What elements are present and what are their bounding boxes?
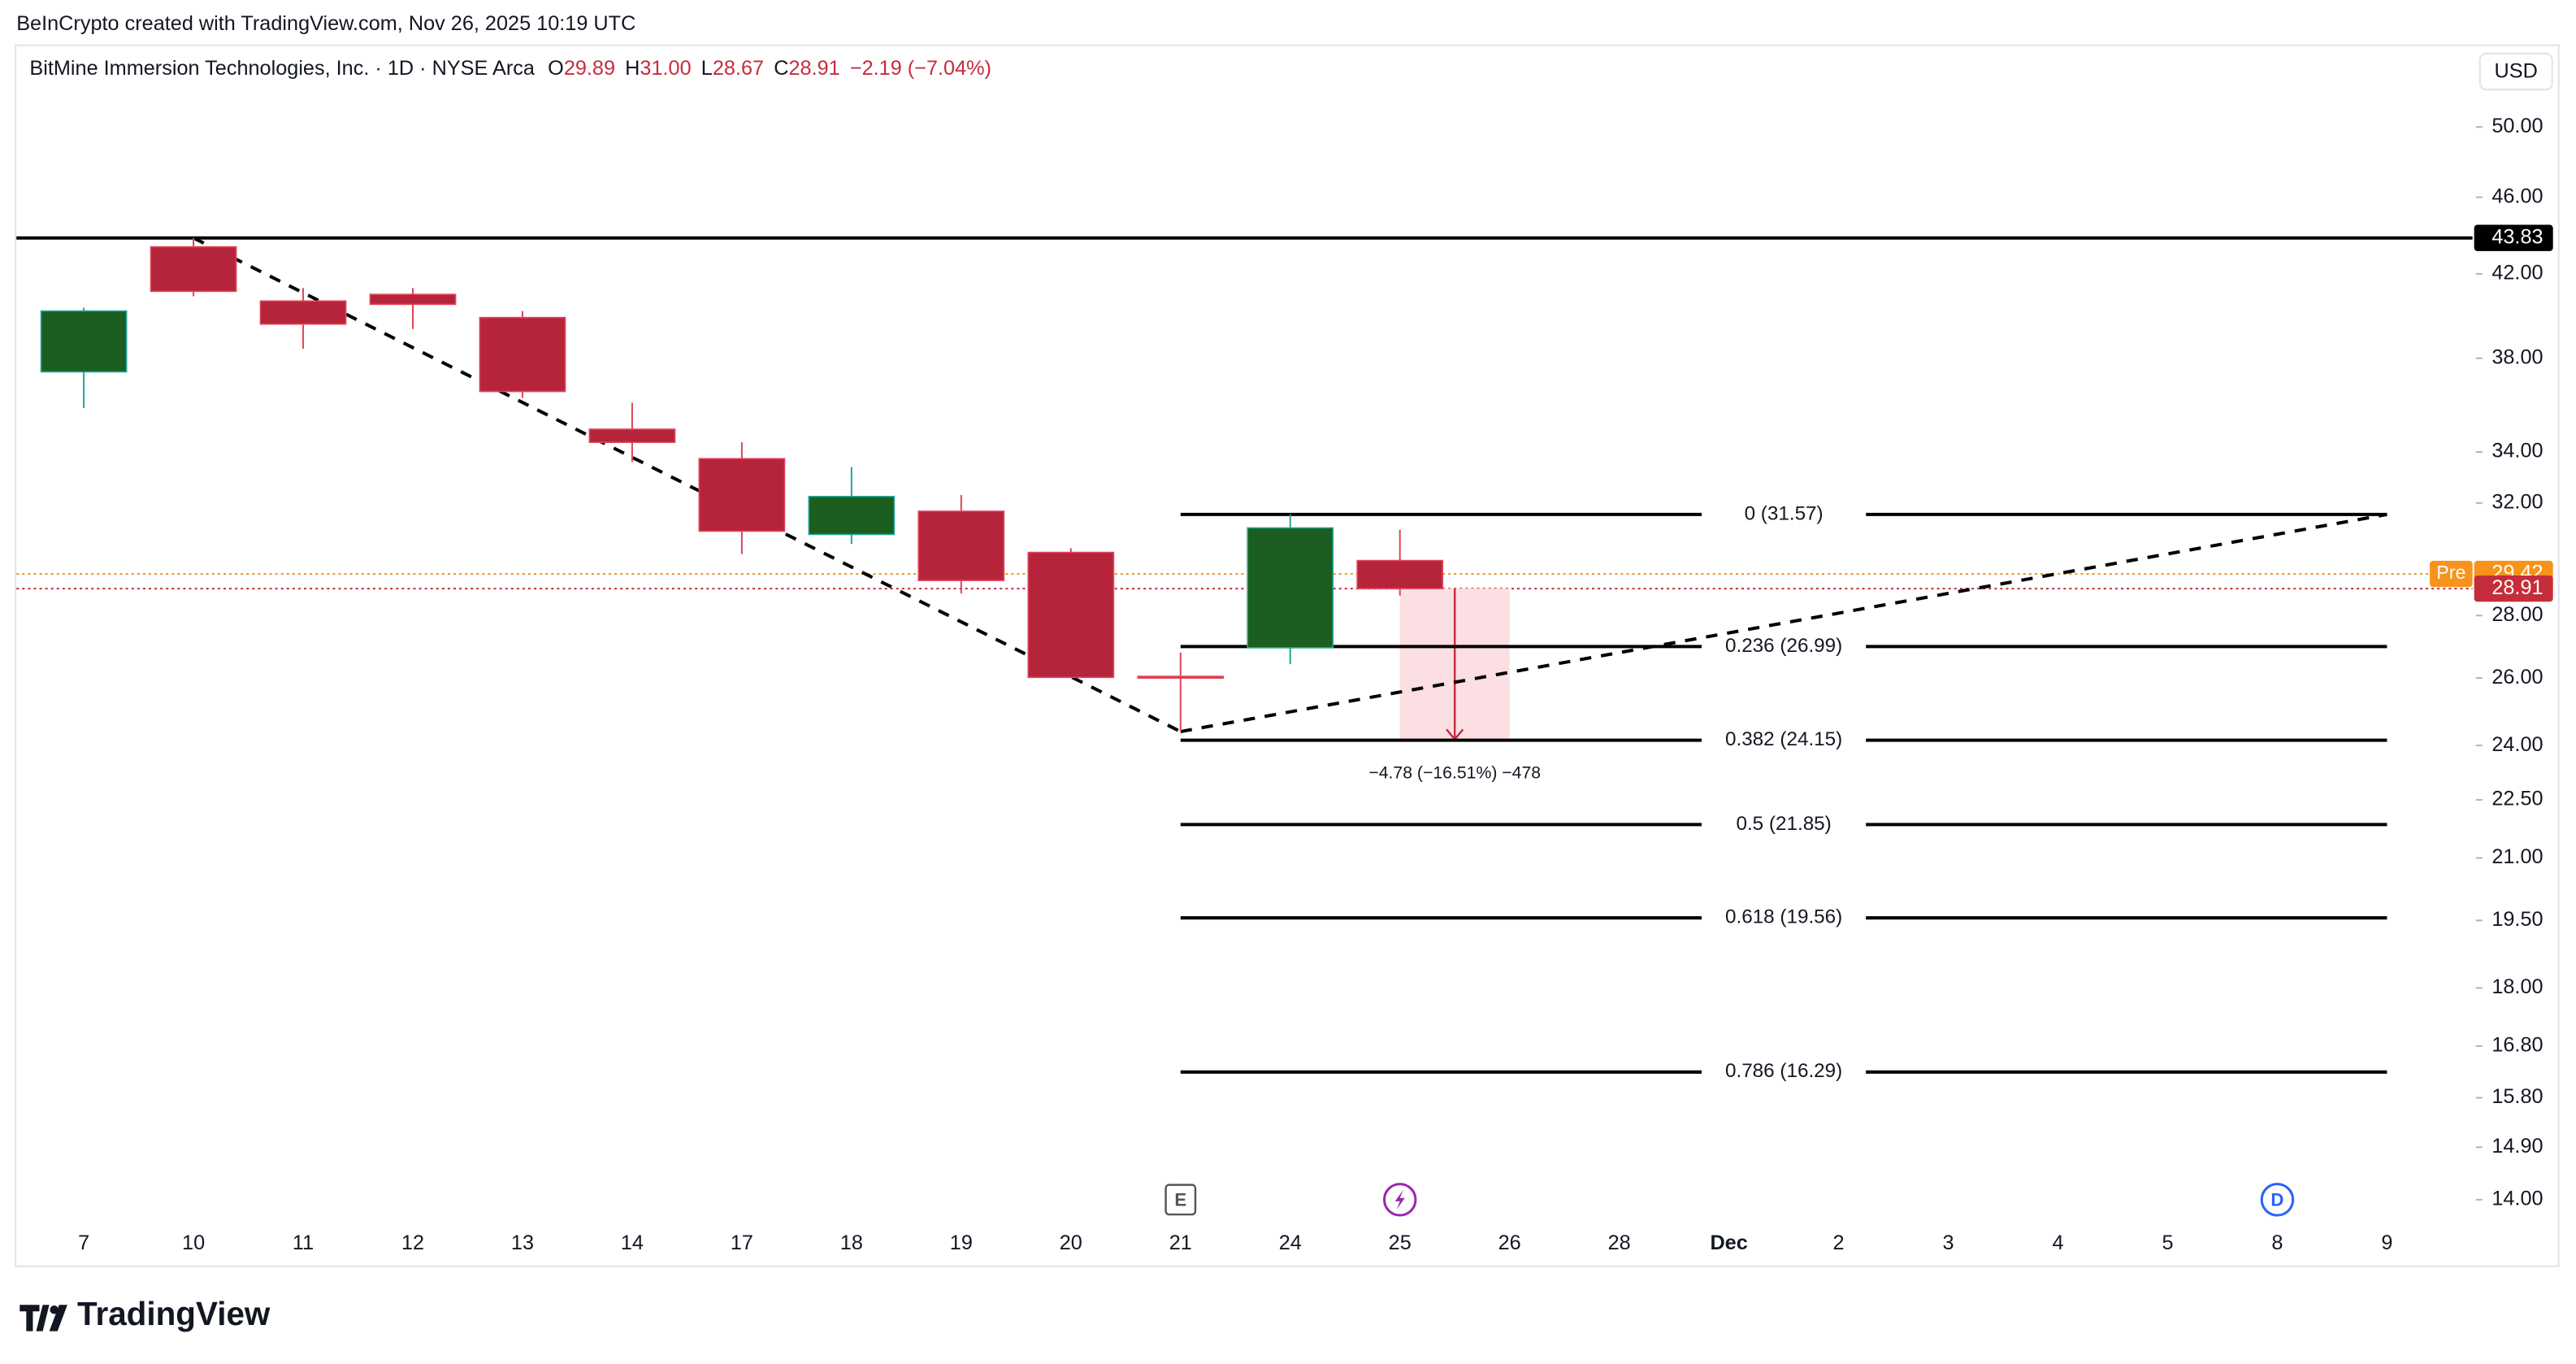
legend-value: 28.67 xyxy=(713,57,764,80)
event-icon xyxy=(1164,1184,1197,1216)
candle-body xyxy=(259,300,347,325)
x-tick-label: 2 xyxy=(1833,1232,1845,1254)
y-tick-label: 24.00 xyxy=(2491,733,2543,756)
y-tick-label: 32.00 xyxy=(2491,491,2543,514)
legend-key: O xyxy=(548,57,564,80)
candle-body xyxy=(808,495,896,536)
legend-value: 29.89 xyxy=(564,57,615,80)
candle-body xyxy=(1356,559,1444,589)
pane-border xyxy=(15,44,2560,1267)
event-label: D xyxy=(2270,1190,2283,1210)
candle-body xyxy=(698,458,786,532)
price-tag-label: 43.83 xyxy=(2491,225,2543,248)
y-tick-label: 18.00 xyxy=(2491,975,2543,998)
legend-change: −2.19 (−7.04%) xyxy=(850,57,991,80)
price-tag-name-box xyxy=(2430,560,2473,588)
x-tick-label: 7 xyxy=(78,1232,89,1254)
fib-label: 0.5 (21.85) xyxy=(1736,813,1831,835)
x-tick-label: 14 xyxy=(621,1232,644,1254)
x-tick-label: 10 xyxy=(182,1232,205,1254)
price-tag-name: Pre xyxy=(2436,562,2465,583)
legend-value: 28.91 xyxy=(788,57,839,80)
candle-body xyxy=(1027,551,1115,679)
y-tick-label: 38.00 xyxy=(2491,345,2543,368)
event-icon xyxy=(1394,1189,1405,1210)
x-tick-label: 4 xyxy=(2052,1232,2063,1254)
x-tick-label: 13 xyxy=(511,1232,534,1254)
y-tick-label: 19.50 xyxy=(2491,908,2543,931)
currency-label[interactable]: USD xyxy=(2495,60,2538,83)
y-tick-label: 50.00 xyxy=(2491,115,2543,137)
candle-body xyxy=(369,293,457,306)
y-tick-label: 46.00 xyxy=(2491,185,2543,207)
logo-dot xyxy=(50,1305,59,1314)
candle-body xyxy=(40,310,128,373)
y-tick-label: 21.00 xyxy=(2491,845,2543,868)
x-tick-label: 12 xyxy=(401,1232,424,1254)
x-tick-label: 26 xyxy=(1498,1232,1521,1254)
price-tag-label: 28.91 xyxy=(2491,576,2543,599)
legend-key: L xyxy=(701,57,713,80)
fib-label: 0 (31.57) xyxy=(1745,502,1824,524)
price-tag xyxy=(2474,575,2553,602)
brand-logo: TradingView xyxy=(20,1295,271,1332)
x-tick-label: 3 xyxy=(1943,1232,1954,1254)
event-icon xyxy=(2260,1183,2295,1217)
legend-key: H xyxy=(625,57,640,80)
candle-body xyxy=(917,510,1005,581)
y-tick-label: 16.80 xyxy=(2491,1034,2543,1057)
measure-label: −4.78 (−16.51%) −478 xyxy=(1368,764,1541,783)
trendline xyxy=(193,236,1182,733)
x-tick-label: Dec xyxy=(1710,1232,1747,1254)
candle-body xyxy=(1247,527,1334,649)
legend: BitMine Immersion Technologies, Inc. · 1… xyxy=(29,57,991,80)
y-tick-label: 14.00 xyxy=(2491,1188,2543,1210)
x-tick-label: 20 xyxy=(1060,1232,1082,1254)
attribution: BeInCrypto created with TradingView.com,… xyxy=(16,12,635,35)
x-tick-label: 19 xyxy=(950,1232,973,1254)
x-tick-label: 21 xyxy=(1169,1232,1192,1254)
y-tick-label: 28.00 xyxy=(2491,603,2543,626)
x-tick-label: 24 xyxy=(1279,1232,1302,1254)
candle-body xyxy=(1137,675,1225,679)
x-tick-label: 18 xyxy=(840,1232,863,1254)
logo-icon xyxy=(49,1305,67,1331)
fib-label: 0.236 (26.99) xyxy=(1725,635,1842,657)
y-tick-label: 34.00 xyxy=(2491,440,2543,463)
y-tick-label: 26.00 xyxy=(2491,666,2543,689)
symbol-title: BitMine Immersion Technologies, Inc. · 1… xyxy=(29,57,536,80)
fib-label: 0.786 (16.29) xyxy=(1725,1060,1842,1082)
price-tag xyxy=(2474,224,2553,251)
x-tick-label: 9 xyxy=(2381,1232,2392,1254)
logo-icon xyxy=(20,1305,50,1331)
candle-body xyxy=(479,316,566,393)
x-tick-label: 8 xyxy=(2271,1232,2283,1254)
candle-body xyxy=(588,428,676,443)
y-tick-label: 22.50 xyxy=(2491,788,2543,810)
x-tick-label: 25 xyxy=(1389,1232,1412,1254)
x-tick-label: 28 xyxy=(1608,1232,1631,1254)
y-tick-label: 15.80 xyxy=(2491,1085,2543,1108)
legend-value: 31.00 xyxy=(640,57,691,80)
legend-key: C xyxy=(774,57,788,80)
brand-name: TradingView xyxy=(77,1295,271,1332)
fib-label: 0.618 (19.56) xyxy=(1725,906,1842,928)
trendline xyxy=(1180,512,2387,733)
event-label: E xyxy=(1174,1190,1186,1210)
y-tick-label: 14.90 xyxy=(2491,1135,2543,1158)
x-tick-label: 5 xyxy=(2162,1232,2173,1254)
currency-button[interactable] xyxy=(2478,52,2553,91)
x-tick-label: 17 xyxy=(731,1232,753,1254)
y-tick-label: 42.00 xyxy=(2491,262,2543,285)
fib-label: 0.382 (24.15) xyxy=(1725,728,1842,750)
x-tick-label: 11 xyxy=(293,1232,314,1254)
candle-body xyxy=(150,245,237,293)
